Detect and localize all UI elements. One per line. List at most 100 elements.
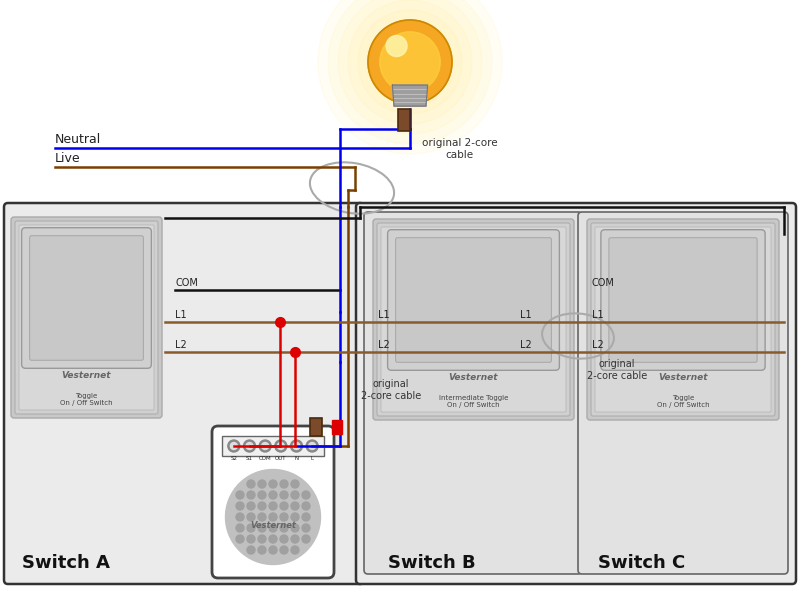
Circle shape xyxy=(247,546,255,554)
Circle shape xyxy=(258,524,266,532)
Text: original 2-core
cable: original 2-core cable xyxy=(422,138,498,160)
Circle shape xyxy=(291,480,299,488)
Circle shape xyxy=(293,443,300,449)
Circle shape xyxy=(269,480,277,488)
Circle shape xyxy=(236,491,244,499)
Circle shape xyxy=(348,0,472,124)
Text: L1: L1 xyxy=(175,310,186,320)
Circle shape xyxy=(291,502,299,510)
Circle shape xyxy=(368,20,452,104)
Circle shape xyxy=(258,546,266,554)
FancyBboxPatch shape xyxy=(364,212,582,574)
Circle shape xyxy=(280,480,288,488)
Text: S1: S1 xyxy=(246,456,253,461)
Circle shape xyxy=(236,524,244,532)
FancyBboxPatch shape xyxy=(30,236,143,360)
Circle shape xyxy=(280,502,288,510)
FancyBboxPatch shape xyxy=(601,230,765,370)
Text: COM: COM xyxy=(175,278,198,288)
FancyBboxPatch shape xyxy=(22,227,151,368)
Circle shape xyxy=(302,524,310,532)
Circle shape xyxy=(280,535,288,543)
Circle shape xyxy=(269,524,277,532)
Text: Toggle
On / Off Switch: Toggle On / Off Switch xyxy=(60,393,113,406)
Circle shape xyxy=(246,443,253,449)
Circle shape xyxy=(275,440,287,452)
Circle shape xyxy=(258,513,266,521)
Circle shape xyxy=(236,535,244,543)
Circle shape xyxy=(247,491,255,499)
Text: Vesternet: Vesternet xyxy=(62,371,111,380)
Circle shape xyxy=(258,480,266,488)
Circle shape xyxy=(247,513,255,521)
Text: Switch A: Switch A xyxy=(22,554,110,572)
Circle shape xyxy=(338,0,482,134)
Circle shape xyxy=(290,440,302,452)
Circle shape xyxy=(302,513,310,521)
Circle shape xyxy=(291,524,299,532)
FancyBboxPatch shape xyxy=(4,203,364,584)
Circle shape xyxy=(262,443,269,449)
Text: L2: L2 xyxy=(378,340,390,350)
Text: Neutral: Neutral xyxy=(55,133,102,146)
Circle shape xyxy=(280,546,288,554)
Text: OUT: OUT xyxy=(275,456,286,461)
FancyBboxPatch shape xyxy=(388,230,559,370)
Circle shape xyxy=(230,443,238,449)
Circle shape xyxy=(243,440,255,452)
Circle shape xyxy=(269,546,277,554)
Text: S2: S2 xyxy=(230,456,238,461)
Circle shape xyxy=(328,0,492,144)
Text: L1: L1 xyxy=(592,310,604,320)
Circle shape xyxy=(259,440,271,452)
Circle shape xyxy=(226,469,321,565)
FancyBboxPatch shape xyxy=(356,203,796,584)
Circle shape xyxy=(236,513,244,521)
FancyBboxPatch shape xyxy=(11,217,162,418)
Text: COM: COM xyxy=(259,456,271,461)
Circle shape xyxy=(258,535,266,543)
Text: N: N xyxy=(294,456,298,461)
Circle shape xyxy=(302,491,310,499)
FancyBboxPatch shape xyxy=(212,426,334,578)
Circle shape xyxy=(291,491,299,499)
FancyBboxPatch shape xyxy=(381,227,566,412)
Text: Toggle
On / Off Switch: Toggle On / Off Switch xyxy=(657,395,710,408)
Circle shape xyxy=(258,491,266,499)
Text: L2: L2 xyxy=(592,340,604,350)
FancyBboxPatch shape xyxy=(377,223,570,416)
Text: Live: Live xyxy=(55,152,81,165)
Circle shape xyxy=(318,0,502,154)
Bar xyxy=(332,420,342,434)
Text: Intermediate Toggle
On / Off Switch: Intermediate Toggle On / Off Switch xyxy=(439,395,508,408)
Text: L2: L2 xyxy=(520,340,532,350)
Circle shape xyxy=(386,35,407,56)
FancyBboxPatch shape xyxy=(373,219,574,420)
Circle shape xyxy=(247,524,255,532)
Text: L1: L1 xyxy=(378,310,390,320)
Circle shape xyxy=(269,535,277,543)
Bar xyxy=(310,418,322,436)
Text: COM: COM xyxy=(592,278,615,288)
Circle shape xyxy=(236,502,244,510)
FancyBboxPatch shape xyxy=(578,212,788,574)
Text: original
2-core cable: original 2-core cable xyxy=(587,359,647,381)
FancyBboxPatch shape xyxy=(595,227,771,412)
Bar xyxy=(398,109,410,131)
Circle shape xyxy=(291,546,299,554)
Circle shape xyxy=(309,443,316,449)
Text: Switch B: Switch B xyxy=(388,554,476,572)
Circle shape xyxy=(247,535,255,543)
Text: Switch C: Switch C xyxy=(598,554,686,572)
Circle shape xyxy=(269,491,277,499)
Circle shape xyxy=(291,535,299,543)
Circle shape xyxy=(278,443,284,449)
Circle shape xyxy=(302,502,310,510)
Circle shape xyxy=(280,513,288,521)
Text: L: L xyxy=(310,456,314,461)
Text: original
2-core cable: original 2-core cable xyxy=(361,379,422,401)
Circle shape xyxy=(302,535,310,543)
Circle shape xyxy=(380,32,440,92)
FancyBboxPatch shape xyxy=(587,219,779,420)
FancyBboxPatch shape xyxy=(19,225,154,410)
